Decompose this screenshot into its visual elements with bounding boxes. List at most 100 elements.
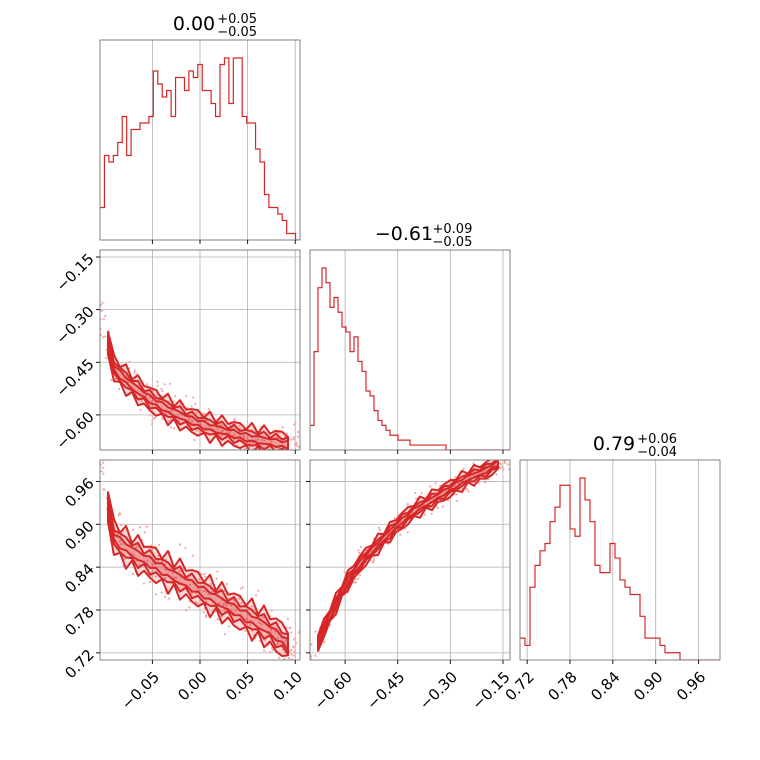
- sample-point: [293, 443, 297, 446]
- sample-point: [120, 524, 123, 527]
- sample-point: [170, 409, 173, 412]
- sample-point: [260, 438, 263, 442]
- y-tick-label: −0.45: [52, 355, 97, 400]
- sample-point: [270, 441, 273, 444]
- sample-point: [429, 485, 432, 488]
- sample-point: [219, 423, 222, 426]
- sample-point: [462, 467, 465, 470]
- sample-point: [151, 563, 154, 566]
- contour-level-1: [107, 493, 289, 656]
- sample-point: [504, 452, 506, 454]
- sample-point: [359, 545, 363, 549]
- sample-point: [283, 657, 286, 660]
- sample-point: [251, 630, 254, 633]
- sample-point: [233, 433, 236, 437]
- sample-point: [139, 408, 142, 412]
- sample-point: [295, 642, 298, 645]
- sample-point: [281, 648, 284, 652]
- sample-point: [242, 435, 245, 438]
- sample-point: [246, 438, 249, 441]
- sample-point: [173, 427, 176, 430]
- sample-point: [420, 492, 423, 495]
- sample-point: [473, 474, 476, 477]
- sample-point: [185, 609, 188, 612]
- sample-point: [158, 543, 161, 546]
- sample-point: [296, 667, 298, 669]
- sample-point: [314, 654, 317, 657]
- sample-point: [491, 452, 493, 454]
- sample-point: [262, 616, 265, 619]
- sample-point: [495, 473, 498, 476]
- y-tick-label: 0.84: [61, 560, 97, 596]
- sample-point: [377, 526, 381, 529]
- sample-point: [465, 488, 468, 491]
- sample-point: [249, 623, 252, 627]
- sample-point: [297, 435, 300, 438]
- sample-point: [233, 438, 236, 441]
- sample-point: [323, 640, 326, 644]
- sample-point: [358, 574, 362, 577]
- sample-point: [354, 577, 357, 580]
- sample-point: [222, 429, 225, 432]
- sample-point: [251, 441, 254, 444]
- scatter-panel-0-2: [96, 459, 301, 669]
- sample-point: [257, 589, 260, 592]
- x-tick-label: −0.05: [118, 668, 163, 713]
- param-upper-error-0: +0.05: [217, 12, 257, 27]
- sample-point: [283, 454, 285, 456]
- sample-point: [293, 423, 296, 426]
- sample-point: [146, 559, 149, 562]
- sample-point: [228, 625, 231, 628]
- sample-point: [102, 461, 105, 464]
- sample-point: [288, 470, 290, 472]
- sample-point: [188, 583, 191, 586]
- sample-point: [156, 380, 159, 383]
- sample-point: [161, 390, 164, 393]
- sample-point: [101, 336, 104, 339]
- sample-point: [138, 526, 141, 529]
- sample-point: [467, 490, 470, 493]
- histogram-line-1: [310, 267, 510, 450]
- param-lower-error-1: −0.05: [433, 235, 473, 250]
- sample-point: [194, 402, 197, 405]
- sample-point: [103, 488, 106, 491]
- sample-point: [190, 405, 193, 408]
- sample-point: [503, 457, 505, 459]
- sample-point: [169, 382, 172, 385]
- sample-point: [414, 491, 417, 495]
- x-tick-label: 0.05: [222, 668, 258, 704]
- param-lower-error-0: −0.05: [217, 25, 257, 40]
- contour-level-1: [317, 460, 499, 651]
- sample-point: [231, 426, 234, 430]
- sample-point: [393, 517, 396, 520]
- sample-point: [289, 650, 292, 653]
- sample-point: [196, 602, 200, 605]
- sample-point: [292, 452, 294, 454]
- sample-point: [101, 301, 104, 304]
- sample-point: [233, 418, 236, 422]
- sample-point: [240, 602, 243, 605]
- sample-point: [294, 421, 297, 424]
- sample-point: [175, 576, 178, 579]
- sample-point: [277, 642, 280, 645]
- sample-point: [293, 651, 296, 654]
- sample-point: [117, 514, 120, 517]
- sample-point: [195, 429, 199, 432]
- sample-point: [191, 421, 194, 424]
- x-tick-labels-1: −0.60 −0.45 −0.30 −0.15: [311, 668, 514, 713]
- sample-point: [202, 590, 205, 593]
- y-tick-label: −0.30: [52, 303, 97, 348]
- sample-point: [269, 650, 272, 654]
- x-tick-label: 0.96: [673, 668, 709, 704]
- sample-point: [241, 586, 244, 589]
- sample-point: [292, 436, 295, 439]
- sample-point: [154, 593, 157, 596]
- sample-point: [174, 395, 177, 398]
- sample-point: [250, 605, 253, 608]
- sample-point: [260, 623, 263, 626]
- sample-point: [255, 594, 258, 597]
- sample-point: [207, 408, 210, 411]
- sample-point: [252, 460, 254, 462]
- param-upper-error-2: +0.06: [637, 432, 677, 447]
- sample-point: [101, 466, 104, 469]
